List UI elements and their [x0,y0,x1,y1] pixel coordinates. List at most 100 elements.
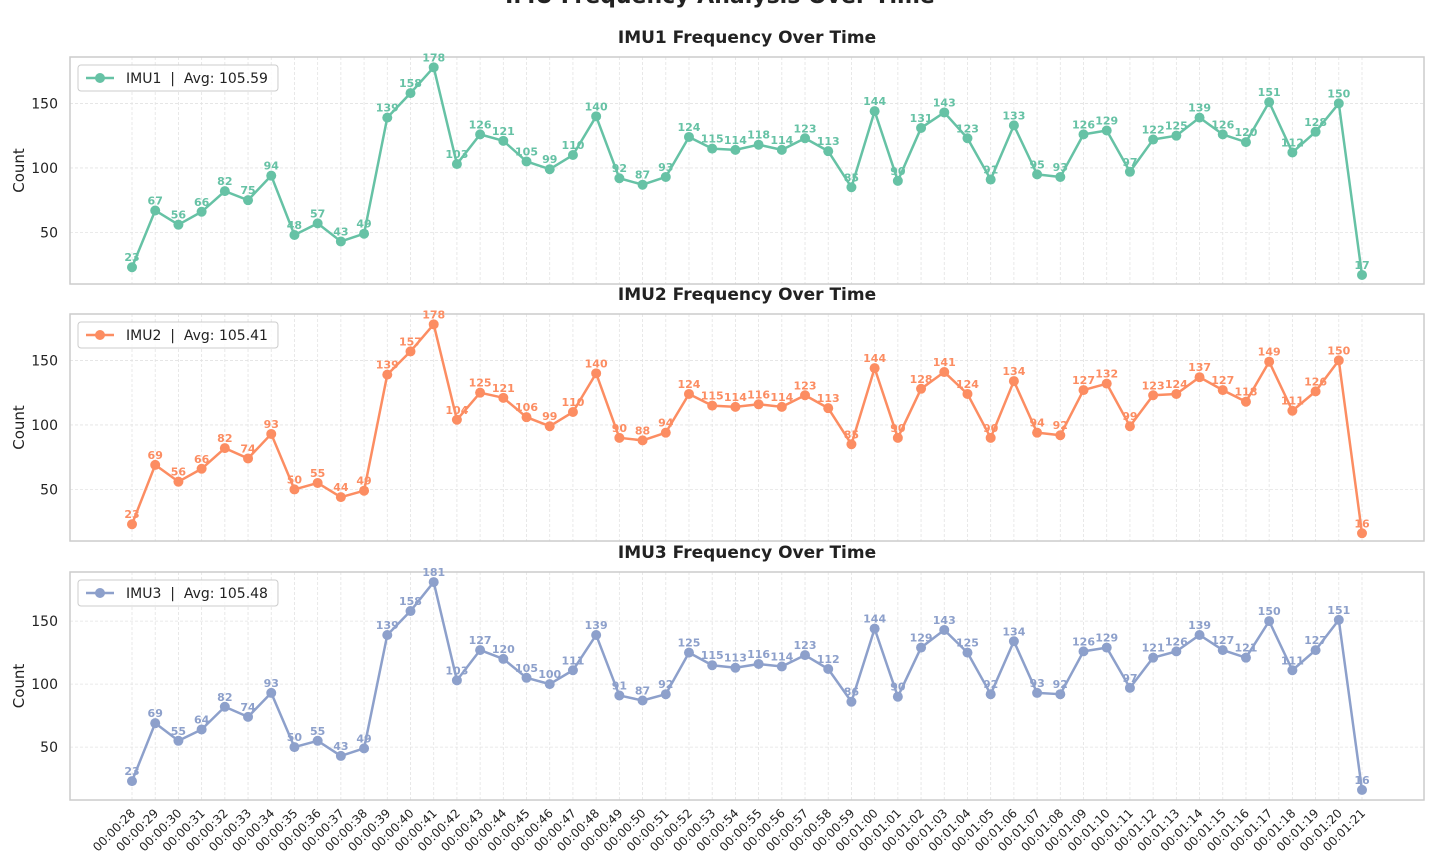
data-point [266,687,277,698]
data-point [335,236,346,247]
data-label: 141 [933,356,956,369]
data-label: 16 [1354,774,1370,787]
data-label: 111 [1281,654,1304,667]
data-point [823,403,834,414]
data-point [1101,642,1112,653]
data-point [1240,137,1251,148]
data-label: 23 [124,765,139,778]
data-label: 23 [124,508,139,521]
data-point [637,695,648,706]
data-point [962,647,973,658]
data-point [614,690,625,701]
data-label: 121 [1142,642,1165,655]
data-label: 139 [376,359,399,372]
y-axis-label: Count [10,405,28,450]
data-point [335,492,346,503]
data-point [1333,614,1344,625]
data-label: 112 [1281,136,1304,149]
data-label: 97 [1122,156,1137,169]
data-label: 17 [1354,259,1369,272]
data-point [1055,430,1066,441]
data-point [1264,97,1275,108]
data-point [359,485,370,496]
data-label: 150 [1327,87,1350,100]
data-label: 50 [287,731,303,744]
data-label: 66 [194,196,210,209]
data-label: 50 [287,473,303,486]
data-label: 124 [677,121,700,134]
data-point [1101,378,1112,389]
data-label: 92 [612,162,627,175]
data-label: 85 [844,171,859,184]
data-label: 118 [1234,386,1257,399]
data-label: 125 [469,377,492,390]
data-label: 128 [1304,116,1327,129]
data-point [962,388,973,399]
data-label: 111 [1281,395,1304,408]
data-label: 85 [844,428,859,441]
data-label: 143 [933,96,956,109]
data-label: 149 [1258,346,1281,359]
data-label: 99 [1122,410,1137,423]
data-label: 113 [724,652,747,665]
data-label: 104 [445,404,468,417]
data-point [730,401,741,412]
data-label: 150 [1258,605,1281,618]
data-point [567,407,578,418]
data-point [753,139,764,150]
data-point [823,146,834,157]
data-point [1287,147,1298,158]
data-label: 128 [910,373,933,386]
legend-label: IMU1 | Avg: 105.59 [126,71,268,87]
y-tick-label: 150 [31,353,58,369]
data-point [1287,665,1298,676]
data-label: 126 [469,118,492,131]
data-label: 67 [148,194,163,207]
data-label: 66 [194,453,210,466]
data-label: 118 [747,129,770,142]
legend: IMU3 | Avg: 105.48 [77,579,279,607]
data-point [591,629,602,640]
data-point [312,218,323,229]
data-label: 88 [635,424,650,437]
data-label: 69 [148,707,163,720]
data-point [127,519,137,530]
data-label: 140 [585,100,608,113]
data-point [1124,166,1135,177]
data-label: 93 [264,418,279,431]
data-label: 48 [287,219,302,232]
data-label: 127 [1072,374,1095,387]
data-label: 56 [171,466,187,479]
data-point [1008,120,1019,131]
data-point [382,369,393,380]
data-point [359,743,370,754]
data-label: 92 [1053,419,1068,432]
data-label: 94 [264,160,280,173]
data-point [1217,129,1228,140]
data-point [800,650,811,661]
data-point [846,696,857,707]
data-label: 97 [1122,672,1137,685]
y-tick-label: 50 [40,482,58,498]
data-point [1194,372,1205,383]
data-label: 126 [1165,635,1188,648]
data-label: 55 [310,725,325,738]
data-label: 116 [747,388,770,401]
data-point [1217,385,1228,396]
data-point [892,691,903,702]
data-point [243,711,254,722]
data-point [312,477,323,488]
data-label: 92 [658,678,673,691]
data-label: 93 [1053,161,1068,174]
data-label: 157 [399,335,422,348]
data-label: 56 [171,209,187,222]
legend-box [77,64,279,92]
data-label: 57 [310,207,325,220]
data-point [1171,130,1182,141]
data-point [591,368,602,379]
data-point [451,414,462,425]
y-tick-label: 100 [31,161,58,177]
data-point [1055,689,1066,700]
data-point [451,675,462,686]
data-label: 90 [890,165,906,178]
